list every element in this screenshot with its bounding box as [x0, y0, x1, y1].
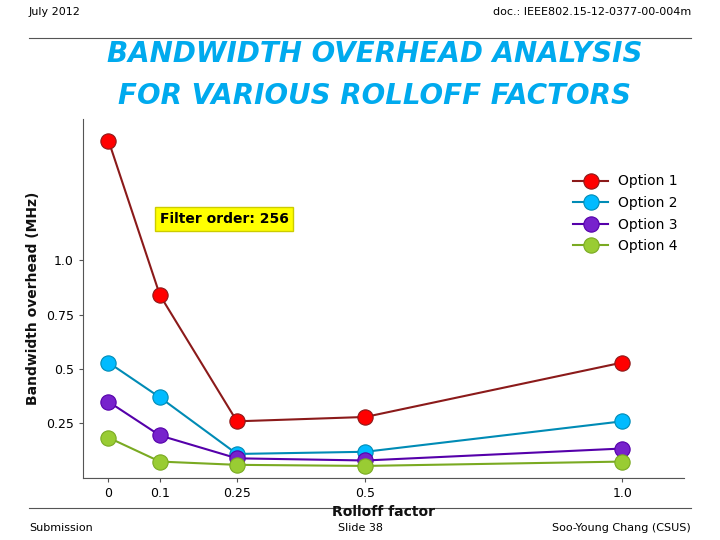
Text: doc.: IEEE802.15-12-0377-00-004m: doc.: IEEE802.15-12-0377-00-004m	[493, 7, 691, 17]
Text: Filter order: 256: Filter order: 256	[160, 212, 289, 226]
X-axis label: Rolloff factor: Rolloff factor	[332, 505, 435, 519]
Legend: Option 1, Option 2, Option 3, Option 4: Option 1, Option 2, Option 3, Option 4	[568, 169, 683, 259]
Text: July 2012: July 2012	[29, 7, 81, 17]
Text: BANDWIDTH OVERHEAD ANALYSIS: BANDWIDTH OVERHEAD ANALYSIS	[107, 40, 642, 68]
Text: Submission: Submission	[29, 523, 93, 533]
Y-axis label: Bandwidth overhead (MHz): Bandwidth overhead (MHz)	[26, 192, 40, 405]
Text: Slide 38: Slide 38	[338, 523, 382, 533]
Text: FOR VARIOUS ROLLOFF FACTORS: FOR VARIOUS ROLLOFF FACTORS	[118, 82, 631, 110]
Text: Soo-Young Chang (CSUS): Soo-Young Chang (CSUS)	[552, 523, 691, 533]
